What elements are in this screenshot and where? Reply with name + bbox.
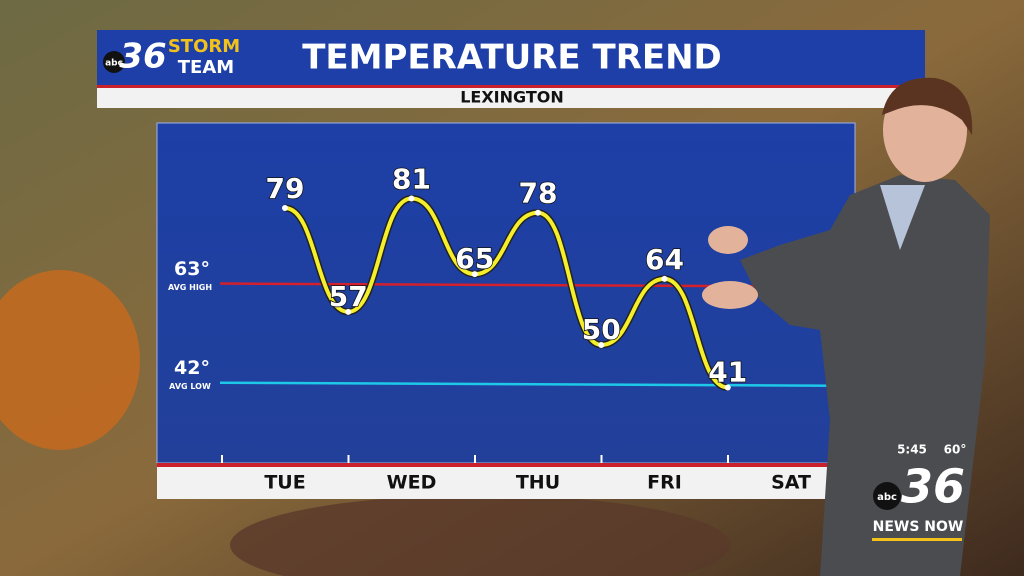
point [471, 271, 478, 278]
data-label: 79 [266, 172, 305, 205]
x-axis-band [157, 467, 855, 499]
point [535, 209, 541, 216]
point [661, 275, 668, 282]
x-tick-label: SAT [771, 472, 811, 494]
clock: 5:45 [897, 443, 927, 457]
reference-value: 63° [174, 258, 210, 280]
current-temp: 60° [944, 443, 967, 457]
logo-station: 36 [119, 37, 166, 77]
logo-disc [103, 51, 125, 73]
data-label: 57 [329, 280, 368, 313]
bug-disc [873, 482, 901, 510]
logo-network: abc [105, 59, 123, 69]
x-tick-label: FRI [647, 472, 682, 494]
point [345, 308, 352, 315]
point [282, 205, 288, 211]
chart-title: TEMPERATURE TREND [302, 38, 722, 78]
reference-line [219, 381, 839, 387]
leaf [230, 495, 730, 580]
logo-team-top: STORM [168, 36, 240, 57]
data-label: 50 [582, 313, 621, 346]
data-label: 41 [708, 355, 747, 388]
data-label: 78 [519, 177, 558, 210]
bug-underline [872, 538, 962, 541]
data-label: 64 [645, 243, 684, 276]
point [408, 195, 415, 202]
x-tick-label: THU [516, 472, 560, 494]
subtitle-bar [97, 88, 925, 108]
chart-subtitle: LEXINGTON [460, 88, 564, 107]
point [598, 341, 605, 348]
reference-value: 42° [174, 357, 210, 379]
data-label: 81 [392, 163, 431, 196]
header-bar [97, 30, 925, 86]
header-stripe [97, 85, 925, 88]
bug-network: abc [877, 492, 897, 503]
bug-station: 36 [901, 460, 965, 514]
trend-line-fill [284, 196, 729, 390]
reference-name: AVG HIGH [168, 283, 212, 292]
point [724, 384, 731, 391]
x-tick-label: WED [387, 472, 437, 494]
leaf [0, 270, 140, 450]
presenter [702, 77, 990, 576]
data-label: 65 [455, 242, 494, 275]
chart: 63° AVG HIGH 42° AVG LOW TUE WED THU FRI SAT 79 57… [168, 162, 839, 494]
logo-team-bottom: TEAM [178, 57, 234, 78]
axis-stripe [157, 463, 855, 467]
bug-show: NEWS NOW [873, 519, 964, 535]
x-tick-label: TUE [264, 472, 305, 494]
reference-name: AVG LOW [169, 382, 211, 391]
